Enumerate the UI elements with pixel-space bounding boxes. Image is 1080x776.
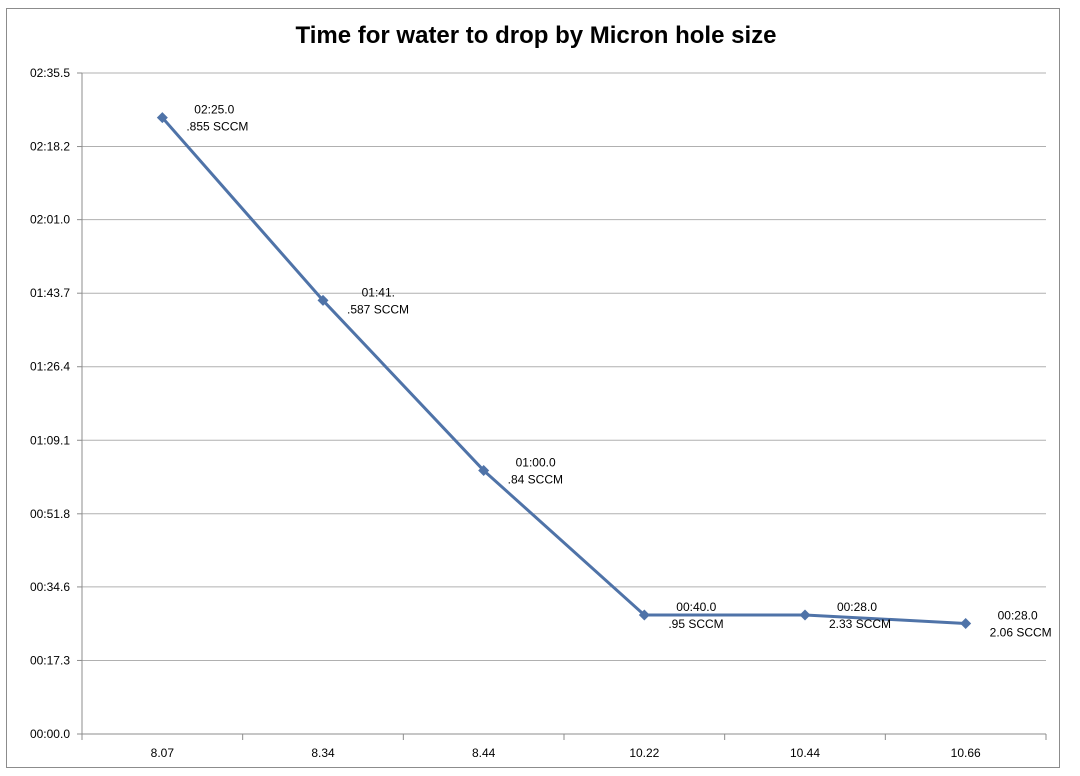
data-point-marker xyxy=(478,464,490,476)
data-label-flow: .587 SCCM xyxy=(347,302,409,316)
data-label-flow: .95 SCCM xyxy=(668,617,723,631)
chart-frame xyxy=(6,8,1060,768)
data-labels: 02:25.0 .855 SCCM 01:41. .587 SCCM 01:00.0 .8… xyxy=(186,103,1051,640)
series xyxy=(156,112,972,629)
gridlines xyxy=(82,72,1046,661)
x-tick-label: 8.34 xyxy=(311,746,335,760)
y-tick-label: 01:43.7 xyxy=(30,286,70,300)
axes: 00:00.0 00:17.3 00:34.6 00:51.8 01:09.1 01:26… xyxy=(30,66,1047,760)
y-tick-label: 00:51.8 xyxy=(30,507,70,521)
x-tick-label: 8.07 xyxy=(151,746,175,760)
data-point-marker xyxy=(799,609,811,621)
y-tick-label: 01:26.4 xyxy=(30,360,70,374)
x-tick-label: 10.66 xyxy=(951,746,981,760)
data-label-flow: 2.06 SCCM xyxy=(990,625,1052,639)
data-label-time: 00:40.0 xyxy=(676,600,716,614)
y-tick-label: 00:00.0 xyxy=(30,727,70,741)
x-tick-label: 10.44 xyxy=(790,746,820,760)
y-tick-label: 00:17.3 xyxy=(30,653,70,667)
data-label-time: 01:41. xyxy=(362,285,395,299)
data-point-marker xyxy=(638,609,650,621)
data-label-flow: 2.33 SCCM xyxy=(829,617,891,631)
x-tick-label: 10.22 xyxy=(629,746,659,760)
y-tick-label: 02:35.5 xyxy=(30,66,70,80)
y-tick-label: 00:34.6 xyxy=(30,580,70,594)
series-line xyxy=(161,116,966,625)
y-tick-label: 01:09.1 xyxy=(30,433,70,447)
data-label-time: 01:00.0 xyxy=(516,455,556,469)
data-label-flow: .855 SCCM xyxy=(186,120,248,134)
data-point-marker xyxy=(156,112,168,124)
data-label-time: 00:28.0 xyxy=(837,600,877,614)
y-tick-label: 02:18.2 xyxy=(30,140,70,154)
data-label-flow: .84 SCCM xyxy=(508,472,563,486)
y-tick-label: 02:01.0 xyxy=(30,213,70,227)
chart-title: Time for water to drop by Micron hole si… xyxy=(295,22,777,49)
data-label-time: 00:28.0 xyxy=(998,608,1038,622)
data-point-marker xyxy=(960,617,972,629)
x-tick-label: 8.44 xyxy=(472,746,496,760)
data-point-marker xyxy=(317,294,329,306)
data-label-time: 02:25.0 xyxy=(194,103,234,117)
